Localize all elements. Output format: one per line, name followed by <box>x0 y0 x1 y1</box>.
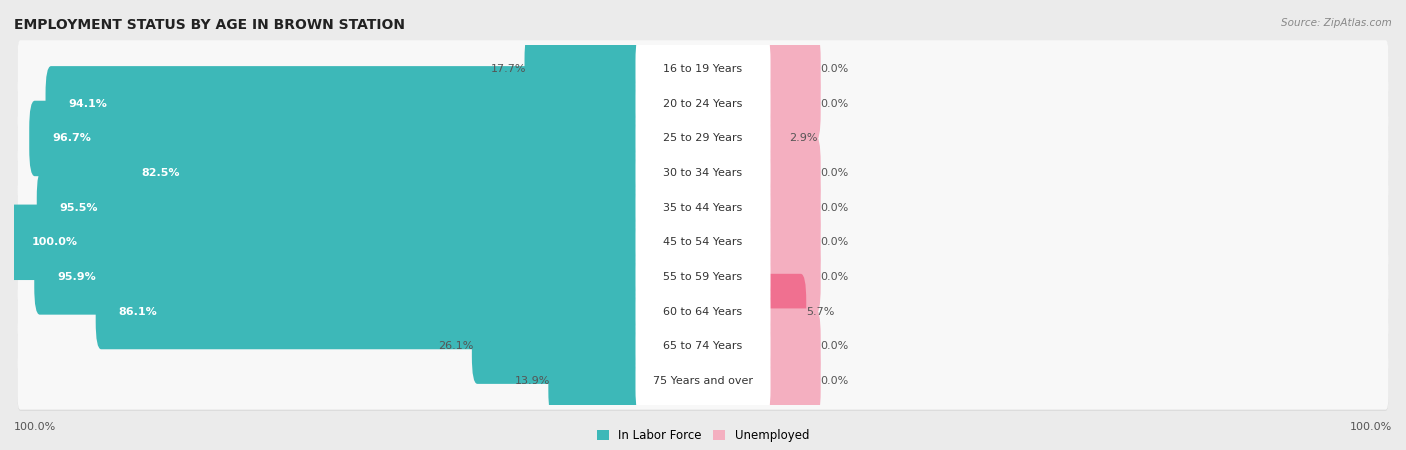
FancyBboxPatch shape <box>17 353 1389 411</box>
Text: 100.0%: 100.0% <box>14 422 56 432</box>
FancyBboxPatch shape <box>636 345 770 417</box>
Text: 86.1%: 86.1% <box>118 306 157 316</box>
Text: 0.0%: 0.0% <box>821 64 849 74</box>
FancyBboxPatch shape <box>636 137 770 209</box>
Text: 20 to 24 Years: 20 to 24 Years <box>664 99 742 109</box>
FancyBboxPatch shape <box>636 102 770 175</box>
FancyBboxPatch shape <box>759 274 806 349</box>
Text: 5.7%: 5.7% <box>806 306 835 316</box>
FancyBboxPatch shape <box>17 76 1389 134</box>
FancyBboxPatch shape <box>636 310 770 382</box>
FancyBboxPatch shape <box>759 308 821 384</box>
FancyBboxPatch shape <box>17 249 1389 307</box>
FancyBboxPatch shape <box>17 179 1389 237</box>
FancyBboxPatch shape <box>17 180 1389 238</box>
Text: 13.9%: 13.9% <box>515 376 550 386</box>
Text: 95.9%: 95.9% <box>58 272 96 282</box>
FancyBboxPatch shape <box>636 33 770 105</box>
Text: 65 to 74 Years: 65 to 74 Years <box>664 341 742 351</box>
FancyBboxPatch shape <box>17 352 1389 410</box>
FancyBboxPatch shape <box>17 213 1389 271</box>
FancyBboxPatch shape <box>118 135 647 211</box>
FancyBboxPatch shape <box>17 75 1389 133</box>
Text: 82.5%: 82.5% <box>141 168 180 178</box>
FancyBboxPatch shape <box>759 239 821 315</box>
Text: 60 to 64 Years: 60 to 64 Years <box>664 306 742 316</box>
Text: 0.0%: 0.0% <box>821 272 849 282</box>
FancyBboxPatch shape <box>636 206 770 279</box>
Text: 0.0%: 0.0% <box>821 99 849 109</box>
Text: 0.0%: 0.0% <box>821 168 849 178</box>
Text: 55 to 59 Years: 55 to 59 Years <box>664 272 742 282</box>
FancyBboxPatch shape <box>37 170 647 245</box>
FancyBboxPatch shape <box>17 283 1389 341</box>
FancyBboxPatch shape <box>17 284 1389 342</box>
Legend: In Labor Force, Unemployed: In Labor Force, Unemployed <box>598 429 808 442</box>
FancyBboxPatch shape <box>17 318 1389 376</box>
FancyBboxPatch shape <box>524 32 647 107</box>
Text: 0.0%: 0.0% <box>821 341 849 351</box>
FancyBboxPatch shape <box>17 145 1389 203</box>
Text: 0.0%: 0.0% <box>821 376 849 386</box>
FancyBboxPatch shape <box>17 214 1389 272</box>
Text: 0.0%: 0.0% <box>821 237 849 248</box>
FancyBboxPatch shape <box>17 109 1389 167</box>
FancyBboxPatch shape <box>759 135 821 211</box>
FancyBboxPatch shape <box>30 101 647 176</box>
FancyBboxPatch shape <box>17 40 1389 98</box>
Text: EMPLOYMENT STATUS BY AGE IN BROWN STATION: EMPLOYMENT STATUS BY AGE IN BROWN STATIO… <box>14 18 405 32</box>
Text: 75 Years and over: 75 Years and over <box>652 376 754 386</box>
Text: 96.7%: 96.7% <box>52 134 91 144</box>
FancyBboxPatch shape <box>759 32 821 107</box>
FancyBboxPatch shape <box>96 274 647 349</box>
FancyBboxPatch shape <box>759 66 821 142</box>
Text: 16 to 19 Years: 16 to 19 Years <box>664 64 742 74</box>
Text: 0.0%: 0.0% <box>821 202 849 213</box>
FancyBboxPatch shape <box>759 170 821 245</box>
Text: 94.1%: 94.1% <box>69 99 107 109</box>
FancyBboxPatch shape <box>759 205 821 280</box>
Text: Source: ZipAtlas.com: Source: ZipAtlas.com <box>1281 18 1392 28</box>
FancyBboxPatch shape <box>8 205 647 280</box>
FancyBboxPatch shape <box>548 343 647 418</box>
FancyBboxPatch shape <box>636 241 770 313</box>
FancyBboxPatch shape <box>17 41 1389 99</box>
FancyBboxPatch shape <box>472 308 647 384</box>
Text: 95.5%: 95.5% <box>59 202 98 213</box>
Text: 100.0%: 100.0% <box>31 237 77 248</box>
Text: 25 to 29 Years: 25 to 29 Years <box>664 134 742 144</box>
Text: 100.0%: 100.0% <box>1350 422 1392 432</box>
FancyBboxPatch shape <box>636 275 770 348</box>
FancyBboxPatch shape <box>17 248 1389 306</box>
Text: 35 to 44 Years: 35 to 44 Years <box>664 202 742 213</box>
FancyBboxPatch shape <box>759 343 821 418</box>
FancyBboxPatch shape <box>17 111 1389 168</box>
FancyBboxPatch shape <box>45 66 647 142</box>
Text: 30 to 34 Years: 30 to 34 Years <box>664 168 742 178</box>
FancyBboxPatch shape <box>636 68 770 140</box>
FancyBboxPatch shape <box>17 317 1389 375</box>
Text: 26.1%: 26.1% <box>439 341 474 351</box>
Text: 45 to 54 Years: 45 to 54 Years <box>664 237 742 248</box>
FancyBboxPatch shape <box>34 239 647 315</box>
Text: 17.7%: 17.7% <box>491 64 527 74</box>
FancyBboxPatch shape <box>636 171 770 244</box>
Text: 2.9%: 2.9% <box>789 134 817 144</box>
FancyBboxPatch shape <box>759 101 789 176</box>
FancyBboxPatch shape <box>17 144 1389 202</box>
